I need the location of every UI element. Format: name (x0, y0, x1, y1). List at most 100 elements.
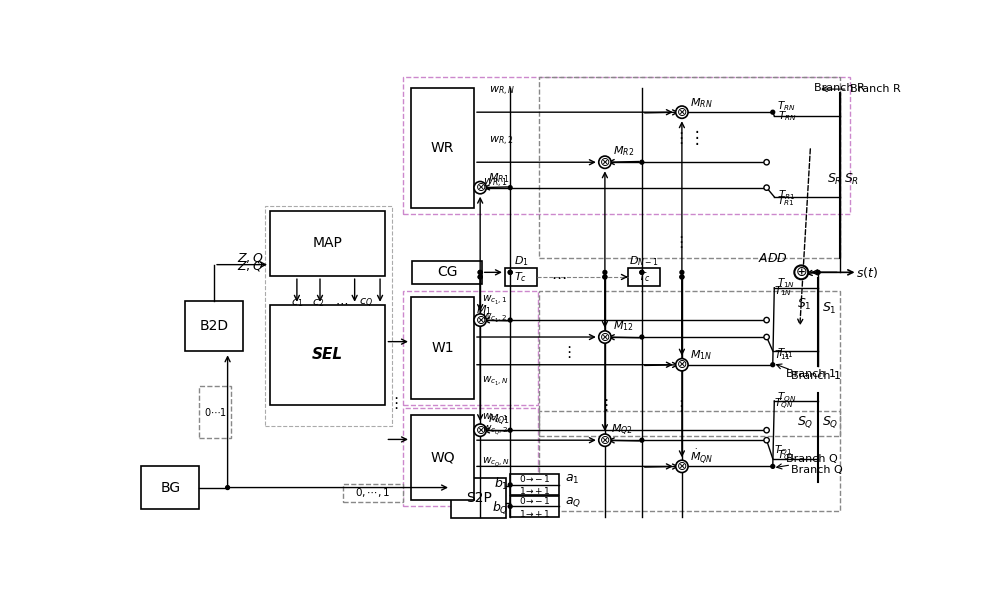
Text: $w_{c_1,2}$: $w_{c_1,2}$ (482, 312, 507, 325)
Bar (412, 261, 482, 284)
Circle shape (478, 275, 482, 279)
Text: $M_{R2}$: $M_{R2}$ (613, 144, 634, 158)
Text: $0\!\to\!-1$
$1\!\to\!+1$: $0\!\to\!-1$ $1\!\to\!+1$ (519, 473, 550, 496)
Text: S2P: S2P (466, 491, 492, 505)
Circle shape (676, 106, 688, 119)
Circle shape (764, 160, 769, 165)
Circle shape (603, 270, 607, 274)
Bar (403, 291, 538, 405)
Text: SEL: SEL (312, 348, 343, 362)
Text: MAP: MAP (313, 236, 343, 251)
Text: W1: W1 (431, 341, 454, 355)
Text: $\otimes$: $\otimes$ (475, 314, 486, 327)
Circle shape (508, 429, 512, 432)
Circle shape (764, 335, 769, 340)
Text: $S_1$: $S_1$ (797, 297, 811, 313)
Bar (451, 478, 506, 518)
Circle shape (771, 464, 775, 468)
Circle shape (508, 185, 512, 190)
Circle shape (508, 270, 512, 274)
Circle shape (676, 460, 688, 473)
Circle shape (680, 275, 684, 279)
Text: $0,\cdots,1$: $0,\cdots,1$ (355, 486, 391, 499)
Text: $S_Q$: $S_Q$ (797, 414, 813, 430)
Bar (539, 291, 840, 435)
Text: $T_{QN}$: $T_{QN}$ (774, 397, 794, 413)
Bar (343, 484, 403, 502)
Circle shape (508, 483, 512, 487)
Text: $\otimes$: $\otimes$ (599, 156, 611, 169)
Bar (505, 268, 537, 286)
Text: $\otimes$: $\otimes$ (676, 358, 688, 371)
Bar (185, 301, 243, 351)
Text: $S_R$: $S_R$ (827, 173, 842, 187)
Circle shape (478, 275, 482, 279)
Text: Branch 1: Branch 1 (791, 370, 841, 381)
Text: $c_1$: $c_1$ (291, 297, 303, 309)
Circle shape (676, 359, 688, 371)
Text: $M_{RN}$: $M_{RN}$ (690, 96, 712, 110)
Bar (270, 211, 385, 276)
Text: WQ: WQ (430, 451, 455, 465)
Text: $M_{12}$: $M_{12}$ (613, 319, 633, 333)
Text: $\oplus$: $\oplus$ (795, 265, 807, 279)
Bar (411, 297, 474, 398)
Text: $M_{R1}$: $M_{R1}$ (488, 171, 509, 185)
Text: $T_{RN}$: $T_{RN}$ (778, 109, 797, 123)
Circle shape (474, 182, 486, 194)
Text: $M_{1N}$: $M_{1N}$ (690, 349, 712, 362)
Text: $Z,Q$: $Z,Q$ (237, 259, 264, 273)
Text: $S_1$: $S_1$ (822, 301, 837, 316)
Text: $w_{R,1}$: $w_{R,1}$ (483, 177, 508, 190)
Text: $a_1$: $a_1$ (565, 473, 579, 486)
Text: $T_{Q1}$: $T_{Q1}$ (774, 443, 792, 459)
Text: B2D: B2D (200, 319, 229, 333)
Text: $T_{11}$: $T_{11}$ (774, 348, 791, 362)
Circle shape (764, 438, 769, 443)
Circle shape (474, 314, 486, 326)
Text: $\otimes$: $\otimes$ (475, 424, 486, 437)
Circle shape (764, 317, 769, 323)
Text: $\vdots$: $\vdots$ (673, 233, 683, 249)
Circle shape (680, 275, 684, 279)
Text: $\dot{M}_{QN}$: $\dot{M}_{QN}$ (690, 448, 713, 467)
Text: $\otimes$: $\otimes$ (676, 106, 688, 119)
Circle shape (599, 156, 611, 168)
Bar (199, 386, 231, 438)
Text: $T_{QN}$: $T_{QN}$ (777, 391, 796, 406)
Text: $\vdots$: $\vdots$ (388, 395, 398, 411)
Bar (510, 496, 559, 517)
Circle shape (478, 270, 482, 274)
Text: $w_{c_Q,N}$: $w_{c_Q,N}$ (482, 456, 509, 469)
Text: $T_c$: $T_c$ (514, 270, 527, 284)
Text: $M_1$: $M_1$ (476, 303, 492, 317)
Text: $S_R$: $S_R$ (844, 173, 859, 187)
Bar (403, 77, 850, 214)
Text: $s(t)$: $s(t)$ (856, 265, 878, 280)
Text: Branch R: Branch R (814, 82, 865, 93)
Circle shape (474, 424, 486, 437)
Circle shape (640, 160, 644, 164)
Circle shape (764, 427, 769, 433)
Text: $T_{R1}$: $T_{R1}$ (778, 188, 796, 202)
Text: $D_{N-1}$: $D_{N-1}$ (629, 255, 659, 268)
Text: $M_{Q2}$: $M_{Q2}$ (611, 422, 633, 438)
Circle shape (764, 185, 769, 190)
Circle shape (640, 335, 644, 339)
Text: $\cdots$: $\cdots$ (551, 270, 566, 284)
Text: $\vdots$: $\vdots$ (688, 128, 699, 147)
Text: $b_1$: $b_1$ (494, 476, 509, 492)
Circle shape (771, 111, 775, 114)
Text: $S_Q$: $S_Q$ (822, 414, 839, 430)
Text: $c_Q$: $c_Q$ (359, 297, 373, 309)
Text: $w_{c_1,N}$: $w_{c_1,N}$ (482, 375, 509, 388)
Circle shape (640, 270, 644, 274)
Circle shape (680, 270, 684, 274)
Text: $c_2$: $c_2$ (312, 297, 325, 309)
Text: $0\cdots1$: $0\cdots1$ (204, 406, 227, 418)
Bar (510, 474, 559, 495)
Text: $w_{R,N}$: $w_{R,N}$ (489, 85, 515, 98)
Text: $0\!\to\!-1$
$1\!\to\!+1$: $0\!\to\!-1$ $1\!\to\!+1$ (519, 495, 550, 519)
Circle shape (603, 275, 607, 279)
Circle shape (599, 434, 611, 446)
